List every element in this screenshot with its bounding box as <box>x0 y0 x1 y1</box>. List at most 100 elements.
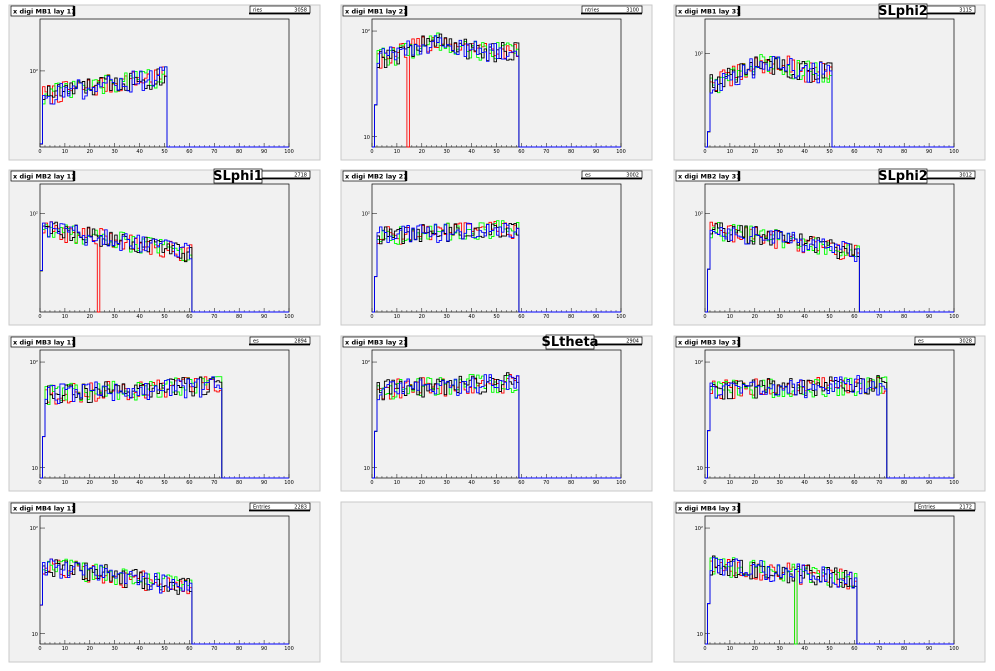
x-tick-label: 80 <box>901 480 907 486</box>
y-tick-label: 10² <box>30 526 38 532</box>
chart-title-box: x digi MB3 lay 31 <box>675 336 741 348</box>
y-tick-label: 10 <box>364 466 370 472</box>
stats-box: Entries 2172 <box>914 502 976 512</box>
chart-pad-3: x digi MB2 lay 11es2718SLphi101020304050… <box>8 168 321 326</box>
x-tick-label: 70 <box>211 480 217 486</box>
stats-label: ries <box>253 8 263 14</box>
chart-pad-0: x digi MB1 lay 11 ries 3058 0 10 20 30 40 50 60 70… <box>8 4 321 161</box>
x-tick-label: 40 <box>801 480 807 486</box>
x-tick-label: 70 <box>543 149 549 155</box>
stats-entries: 2172 <box>959 505 972 511</box>
x-tick-label: 20 <box>752 314 758 320</box>
superlayer-label: SLphi2 <box>878 169 928 184</box>
stats-box: es 3028 <box>914 336 976 346</box>
stats-box: es 2894 <box>249 336 311 346</box>
stats-entries: 2894 <box>294 339 307 345</box>
x-tick-label: 60 <box>186 646 192 652</box>
x-tick-label: 70 <box>543 314 549 320</box>
chart-title-box: x digi MB4 lay 31 <box>675 502 741 514</box>
x-tick-label: 70 <box>211 646 217 652</box>
x-tick-label: 10 <box>62 480 68 486</box>
x-tick-label: 10 <box>394 480 400 486</box>
x-tick-label: 80 <box>236 646 242 652</box>
chart-pad-8: x digi MB3 lay 31 es 3028 0 10 20 30 40 50 60 70 80… <box>673 335 986 492</box>
histogram-series-red <box>705 377 954 479</box>
x-tick-label: 70 <box>876 480 882 486</box>
chart-title-box: x digi MB1 lay 31 <box>675 5 741 17</box>
x-tick-label: 20 <box>419 314 425 320</box>
x-tick-label: 10 <box>727 149 733 155</box>
x-tick-label: 0 <box>370 314 373 320</box>
x-tick-label: 10 <box>727 480 733 486</box>
plot-frame <box>704 18 955 148</box>
x-tick-label: 100 <box>616 314 626 320</box>
y-tick-label: 10 <box>697 632 703 638</box>
x-tick-label: 50 <box>826 314 832 320</box>
x-tick-label: 100 <box>284 314 294 320</box>
x-tick-label: 90 <box>926 646 932 652</box>
histogram-series-black <box>40 376 289 479</box>
x-tick-label: 50 <box>826 480 832 486</box>
x-tick-label: 50 <box>161 149 167 155</box>
chart-title-box: x digi MB3 lay 21 <box>342 336 408 348</box>
chart-title-box: x digi MB1 lay 21 <box>342 5 408 17</box>
x-tick-label: 10 <box>727 314 733 320</box>
plot-frame <box>371 18 622 148</box>
histogram-series-blue <box>40 221 289 313</box>
superlayer-label-bg <box>878 168 928 184</box>
plot-frame <box>371 349 622 479</box>
chart-title: x digi MB4 lay 31 <box>678 505 741 513</box>
x-tick-label: 20 <box>419 480 425 486</box>
plot-frame <box>371 183 622 313</box>
y-tick-label: 10² <box>695 212 703 218</box>
x-tick-label: 50 <box>493 480 499 486</box>
chart-title-box: x digi MB1 lay 11 <box>10 5 76 17</box>
x-tick-label: 20 <box>87 314 93 320</box>
x-tick-label: 60 <box>851 646 857 652</box>
stats-entries: 2718 <box>294 173 307 179</box>
x-tick-label: 30 <box>444 480 450 486</box>
x-tick-label: 90 <box>593 149 599 155</box>
x-tick-label: 40 <box>136 480 142 486</box>
x-tick-label: 50 <box>493 149 499 155</box>
stats-entries: 2904 <box>626 339 639 345</box>
x-tick-label: 60 <box>186 480 192 486</box>
plot-frame <box>704 349 955 479</box>
y-tick-label: 10² <box>30 212 38 218</box>
x-tick-label: 30 <box>112 314 118 320</box>
x-tick-label: 10 <box>62 314 68 320</box>
x-tick-label: 10 <box>62 149 68 155</box>
superlayer-label-box: SLphi1 <box>213 168 263 184</box>
superlayer-label-bg <box>545 334 595 350</box>
y-tick-label: 10 <box>364 135 370 141</box>
x-tick-label: 40 <box>801 314 807 320</box>
x-tick-label: 100 <box>949 314 959 320</box>
x-tick-label: 30 <box>777 149 783 155</box>
stats-entries: 2283 <box>294 505 307 511</box>
x-tick-label: 90 <box>261 149 267 155</box>
chart-title-box: x digi MB2 lay 31 <box>675 170 741 182</box>
x-tick-label: 70 <box>211 314 217 320</box>
x-tick-label: 80 <box>568 149 574 155</box>
x-tick-label: 80 <box>568 480 574 486</box>
x-tick-label: 0 <box>38 149 41 155</box>
x-tick-label: 0 <box>38 314 41 320</box>
x-tick-label: 30 <box>112 149 118 155</box>
x-tick-label: 40 <box>468 149 474 155</box>
stats-label: es <box>918 339 924 345</box>
x-tick-label: 30 <box>777 480 783 486</box>
x-tick-label: 60 <box>851 480 857 486</box>
x-tick-label: 20 <box>87 480 93 486</box>
x-tick-label: 90 <box>926 480 932 486</box>
stats-label: es <box>585 173 591 179</box>
pad-background <box>340 501 653 663</box>
superlayer-label-bg <box>213 168 263 184</box>
x-tick-label: 50 <box>161 646 167 652</box>
x-tick-label: 10 <box>394 149 400 155</box>
x-tick-label: 80 <box>236 480 242 486</box>
y-tick-label: 10² <box>695 526 703 532</box>
x-tick-label: 60 <box>186 149 192 155</box>
superlayer-label-bg <box>878 3 928 19</box>
superlayer-label-box: SLphi2 <box>878 168 928 184</box>
